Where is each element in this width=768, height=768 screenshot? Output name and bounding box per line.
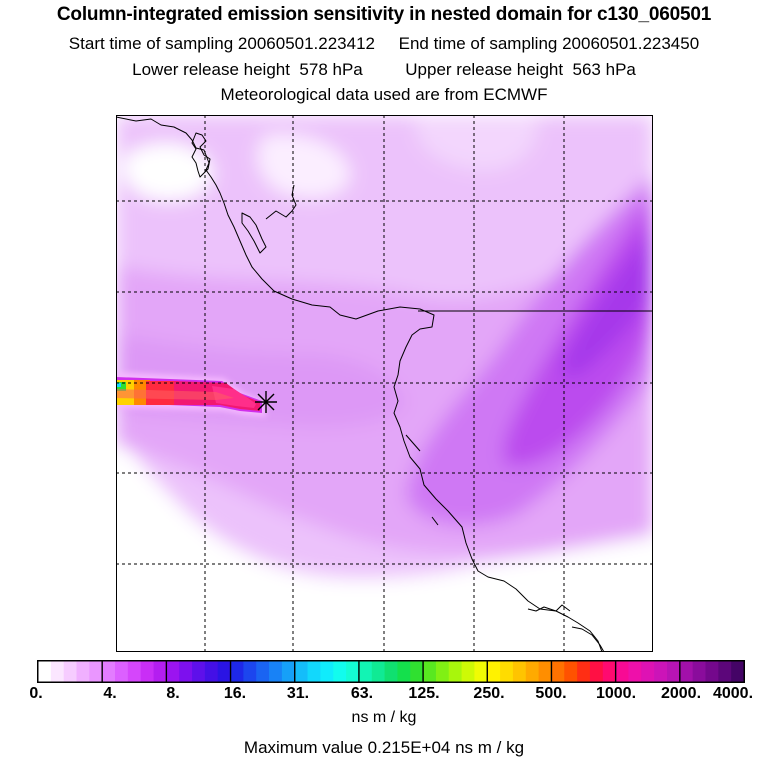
map-title: Column-integrated emission sensitivity i… — [56, 4, 712, 25]
colorbar-cell — [538, 661, 552, 682]
colorbar-cell — [500, 661, 514, 682]
colorbar-cell — [371, 661, 385, 682]
colorbar-cell — [551, 661, 565, 682]
colorbar-cell — [410, 661, 424, 682]
colorbar-cell — [346, 661, 360, 682]
colorbar-cell — [294, 661, 308, 682]
colorbar — [37, 660, 745, 683]
met-data-line: Meteorological data used are from ECMWF — [220, 85, 548, 104]
colorbar-cell — [333, 661, 347, 682]
sensitivity-field — [116, 115, 653, 652]
colorbar-cell — [89, 661, 103, 682]
colorbar-cell — [256, 661, 270, 682]
colorbar-cell — [461, 661, 475, 682]
colorbar-ticks — [101, 660, 681, 683]
colorbar-cell — [692, 661, 706, 682]
colorbar-cell — [487, 661, 501, 682]
colorbar-units: ns m / kg — [351, 709, 417, 726]
colorbar-cell — [192, 661, 206, 682]
colorbar-cell — [666, 661, 681, 682]
colorbar-cell — [204, 661, 219, 682]
colorbar-cell — [179, 661, 193, 682]
colorbar-cell — [705, 661, 719, 682]
colorbar-cell — [269, 661, 283, 682]
colorbar-tick-label: 0. — [29, 685, 43, 702]
colorbar-cell — [525, 661, 540, 682]
colorbar-cell — [602, 661, 617, 682]
colorbar-tick-label: 16. — [223, 685, 247, 702]
colorbar-tick-label: 4. — [103, 685, 117, 702]
colorbar-cell — [243, 661, 257, 682]
colorbar-cell — [512, 661, 527, 682]
colorbar-cell — [50, 661, 65, 682]
colorbar-tick-label: 4000. — [712, 685, 754, 702]
sampling-time-line: Start time of sampling 20060501.223412 E… — [68, 34, 700, 53]
maximum-value-label: Maximum value 0.215E+04 ns m / kg — [243, 738, 525, 757]
colorbar-cell — [615, 661, 629, 682]
colorbar-tick-label: 125. — [408, 685, 440, 702]
release-point-marker — [255, 391, 277, 413]
colorbar-cell — [679, 661, 694, 682]
colorbar-cell — [654, 661, 668, 682]
colorbar-cell — [153, 661, 167, 682]
colorbar-tick-label: 1000. — [595, 685, 637, 702]
colorbar-cells — [38, 661, 745, 682]
colorbar-cell — [641, 661, 655, 682]
colorbar-cell — [423, 661, 437, 682]
colorbar-cell — [166, 661, 180, 682]
colorbar-cell — [435, 661, 450, 682]
colorbar-tick-label: 250. — [473, 685, 505, 702]
colorbar-cell — [718, 661, 732, 682]
colorbar-cell — [731, 661, 745, 682]
colorbar-cell — [76, 661, 90, 682]
colorbar-cell — [397, 661, 411, 682]
colorbar-cell — [217, 661, 231, 682]
colorbar-cell — [384, 661, 398, 682]
colorbar-cell — [577, 661, 591, 682]
colorbar-cell — [320, 661, 334, 682]
colorbar-tick-label: 63. — [350, 685, 374, 702]
colorbar-cell — [307, 661, 321, 682]
colorbar-cell — [102, 661, 116, 682]
colorbar-cell — [628, 661, 642, 682]
colorbar-cell — [63, 661, 77, 682]
colorbar-tick-label: 2000. — [660, 685, 702, 702]
colorbar-cell — [38, 661, 52, 682]
colorbar-cell — [564, 661, 578, 682]
colorbar-tick-label: 500. — [535, 685, 567, 702]
map-frame — [116, 115, 653, 652]
colorbar-tick-label: 31. — [286, 685, 310, 702]
colorbar-cell — [358, 661, 373, 682]
colorbar-cell — [448, 661, 462, 682]
colorbar-cell — [281, 661, 296, 682]
colorbar-tick-label: 8. — [166, 685, 180, 702]
colorbar-cell — [140, 661, 154, 682]
sensitivity-map — [116, 115, 653, 652]
colorbar-cell — [474, 661, 488, 682]
colorbar-cell — [127, 661, 142, 682]
coastline — [116, 116, 653, 652]
colorbar-cell — [230, 661, 244, 682]
colorbar-cell — [589, 661, 604, 682]
release-height-line: Lower release height 578 hPa Upper relea… — [132, 60, 636, 79]
colorbar-cell — [115, 661, 129, 682]
